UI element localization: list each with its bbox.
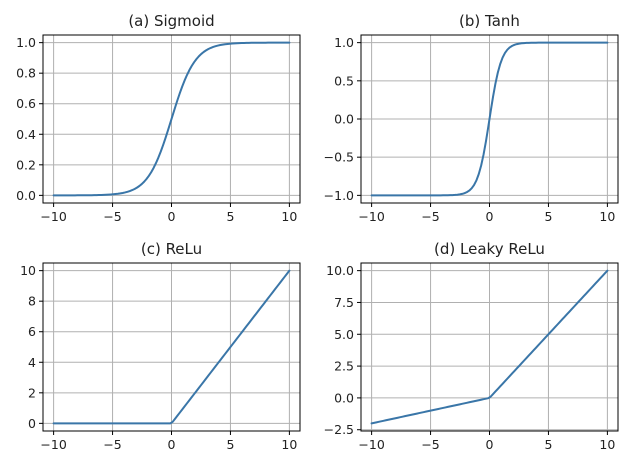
y-tick-label: 0.4 <box>16 127 36 142</box>
y-tick-label: 8 <box>28 294 36 309</box>
y-tick-label: 5.0 <box>334 327 354 342</box>
series-line <box>52 269 291 425</box>
x-tick-label: 5 <box>226 437 234 452</box>
subplot-title: (d) Leaky ReLu <box>434 240 545 258</box>
subplot-title: (c) ReLu <box>141 240 202 258</box>
x-tick-label: −5 <box>103 437 121 452</box>
x-tick-label: −10 <box>358 209 384 224</box>
y-tick-label: 0 <box>28 416 36 431</box>
subplot-title: (b) Tanh <box>459 12 520 30</box>
x-tick-label: 0 <box>486 437 494 452</box>
x-tick-label: −5 <box>421 209 439 224</box>
y-tick-label: 0.6 <box>16 96 36 111</box>
y-tick-label: 1.0 <box>16 35 36 50</box>
y-tick-label: 0.0 <box>334 112 354 127</box>
subplot-relu: (c) ReLu −10 −5 0 5 10 0 2 4 6 8 10 <box>20 240 301 452</box>
series-line <box>370 41 609 197</box>
x-tick-label: 10 <box>281 209 297 224</box>
y-tick-label: 0.8 <box>16 66 36 81</box>
y-tick-label: 0.2 <box>16 157 36 172</box>
y-tick-label: 6 <box>28 324 36 339</box>
x-tick-label: −5 <box>103 209 121 224</box>
y-tick-label: 1.0 <box>334 35 354 50</box>
y-tick-label: 2.5 <box>334 359 354 374</box>
y-tick-label: 0.0 <box>334 390 354 405</box>
x-tick-label: 10 <box>281 437 297 452</box>
series-line <box>370 269 609 425</box>
y-tick-label: −2.5 <box>324 422 354 437</box>
y-tick-label: 0.5 <box>334 73 354 88</box>
x-tick-label: 5 <box>544 209 552 224</box>
x-tick-label: −10 <box>40 209 66 224</box>
subplot-title: (a) Sigmoid <box>128 12 214 30</box>
x-tick-label: −10 <box>358 437 384 452</box>
x-tick-label: 0 <box>168 209 176 224</box>
y-tick-label: 0.0 <box>16 188 36 203</box>
x-tick-label: 10 <box>599 437 615 452</box>
x-tick-label: 5 <box>226 209 234 224</box>
y-tick-label: −0.5 <box>324 150 354 165</box>
axes-frame <box>360 34 619 204</box>
axes-frame <box>360 262 619 432</box>
y-tick-label: 4 <box>28 355 36 370</box>
axes-frame <box>42 262 301 432</box>
x-tick-label: 0 <box>168 437 176 452</box>
axes-frame <box>42 34 301 204</box>
y-tick-label: −1.0 <box>324 188 354 203</box>
y-tick-label: 2 <box>28 385 36 400</box>
subplot-tanh: (b) Tanh −10 −5 0 5 10 −1.0 −0.5 0.0 0.5 1.0 <box>324 12 619 224</box>
x-tick-label: 0 <box>486 209 494 224</box>
x-tick-label: 5 <box>544 437 552 452</box>
x-tick-label: −5 <box>421 437 439 452</box>
subplot-sigmoid: (a) Sigmoid −10 −5 0 5 10 0.0 0.2 0.4 0.6 0.8 1.0 <box>16 12 301 224</box>
x-tick-label: −10 <box>40 437 66 452</box>
y-tick-label: 10.0 <box>326 263 354 278</box>
x-tick-label: 10 <box>599 209 615 224</box>
series-line <box>52 41 291 197</box>
subplot-leaky-relu: (d) Leaky ReLu −10 −5 0 5 10 −2.5 0.0 2.5 5.0 7.5… <box>324 240 619 452</box>
y-tick-label: 10 <box>20 263 36 278</box>
y-tick-label: 7.5 <box>334 295 354 310</box>
